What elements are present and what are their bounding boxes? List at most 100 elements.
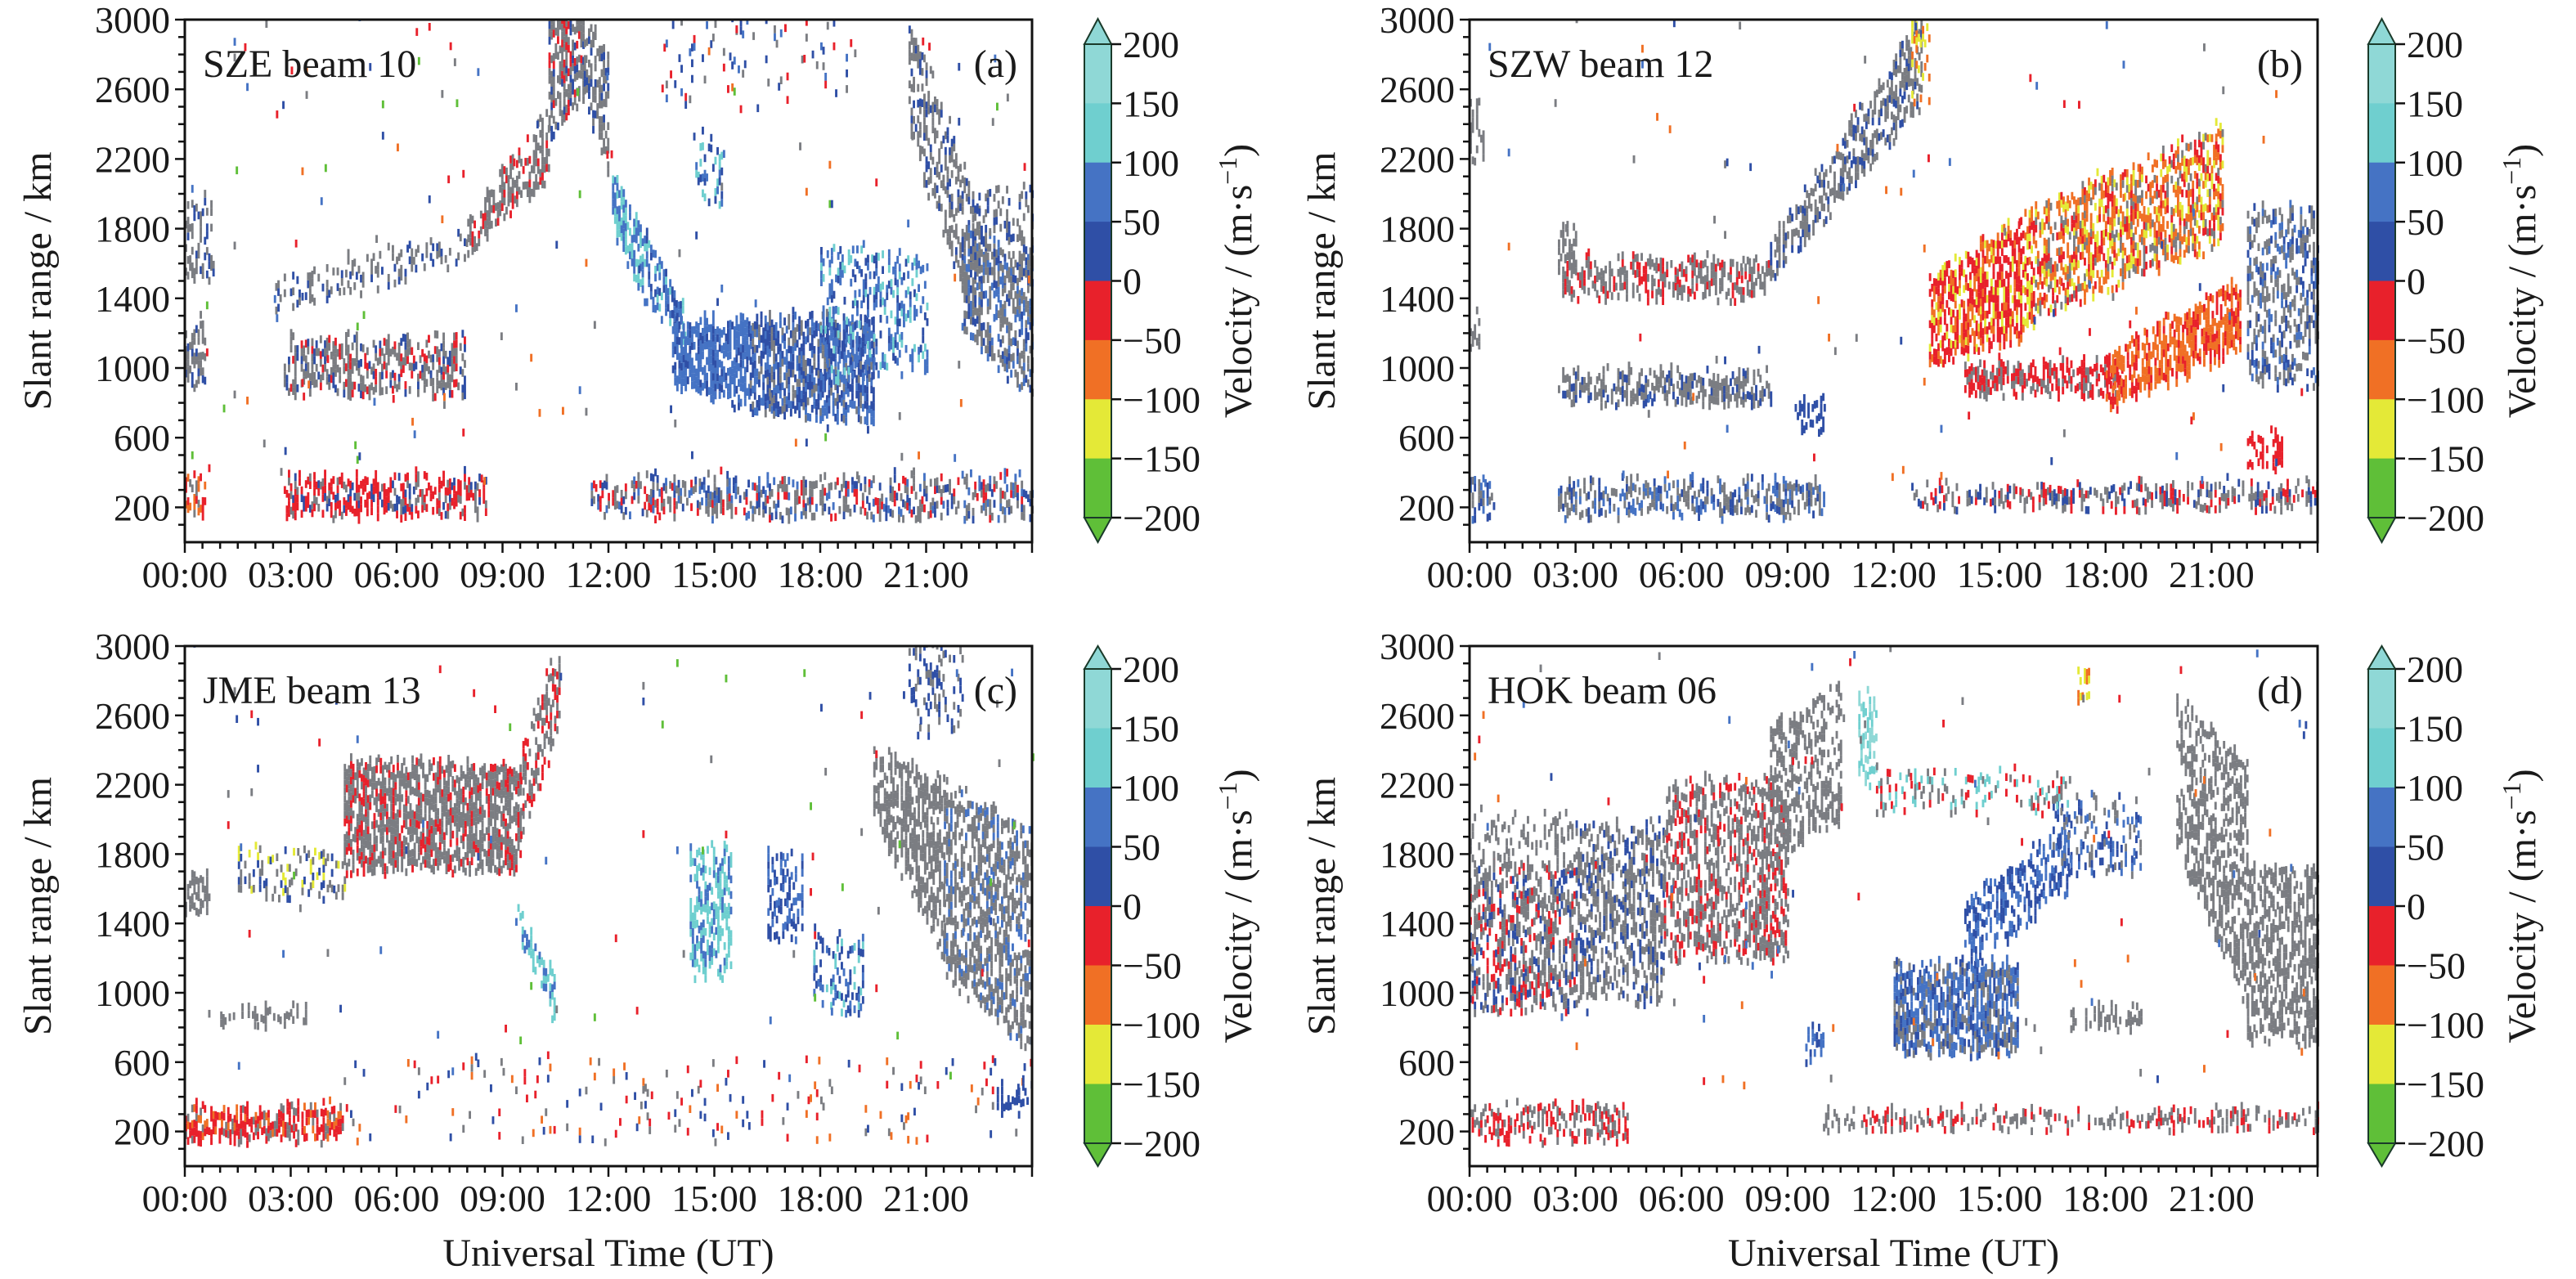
echo-cell (1695, 259, 1699, 267)
echo-cell (749, 325, 752, 334)
echo-cell (1016, 285, 1019, 294)
echo-cell (756, 376, 759, 384)
echo-cell (1666, 390, 1669, 398)
echo-cell (789, 369, 792, 378)
echo-cell (364, 352, 367, 361)
echo-cell (1687, 384, 1690, 393)
echo-cell (890, 279, 893, 287)
echo-cell (1018, 225, 1021, 233)
echo-cell (193, 267, 196, 276)
echo-cell (775, 39, 779, 48)
echo-cell (347, 478, 350, 487)
colorbar-bin (1084, 339, 1111, 400)
echo-cell (967, 240, 971, 249)
echo-cell (813, 401, 816, 409)
echo-cell (838, 394, 841, 403)
echo-cell (788, 337, 791, 346)
echo-cell (993, 267, 996, 275)
echo-cell (1646, 258, 1649, 267)
echo-cell (1723, 261, 1726, 270)
echo-cell (1600, 284, 1603, 292)
echo-cell (1587, 387, 1591, 396)
echo-cell (607, 168, 610, 177)
echo-cell (559, 92, 562, 101)
echo-cell (997, 349, 1000, 357)
echo-cell (985, 508, 988, 516)
echo-cell (695, 384, 698, 393)
echo-cell (336, 388, 339, 397)
colorbar-label-close: ) (1217, 144, 1260, 157)
echo-cell (1678, 509, 1681, 518)
echo-cell (965, 505, 968, 514)
echo-cell (841, 254, 844, 263)
echo-cell (339, 500, 342, 509)
echo-cell (693, 325, 696, 334)
echo-cell (308, 380, 312, 389)
echo-cell (1621, 259, 1624, 267)
echo-cell (541, 173, 544, 181)
echo-cell (1021, 382, 1024, 390)
echo-cell (1577, 272, 1580, 280)
echo-cell (834, 482, 837, 490)
echo-cell (873, 303, 876, 311)
echo-cell (528, 195, 532, 204)
echo-cell (528, 187, 532, 195)
echo-cell (603, 114, 605, 123)
echo-cell (345, 508, 348, 516)
echo-cell (870, 416, 873, 425)
echo-cell (1676, 268, 1680, 277)
echo-cell (972, 491, 975, 500)
echo-cell (1788, 512, 1792, 521)
echo-cell (894, 340, 897, 348)
echo-cell (821, 413, 824, 421)
echo-cell (1731, 387, 1735, 395)
echo-cell (343, 287, 346, 295)
echo-cell (824, 341, 828, 350)
y-tick-label: 600 (114, 417, 170, 459)
echo-cell (832, 20, 836, 27)
echo-cell (1558, 496, 1560, 505)
echo-cell (186, 375, 190, 383)
echo-cell (963, 161, 967, 170)
echo-cell (710, 370, 713, 379)
echo-cell (841, 375, 843, 383)
echo-cell (1714, 272, 1717, 280)
echo-cell (766, 361, 770, 370)
echo-cell (949, 233, 951, 242)
echo-cell (997, 263, 1000, 272)
echo-cell (637, 487, 640, 496)
echo-cell (957, 165, 960, 174)
echo-cell (1746, 505, 1749, 513)
echo-cell (722, 63, 725, 72)
echo-cell (283, 486, 286, 494)
echo-cell (620, 225, 623, 233)
echo-cell (965, 193, 968, 202)
echo-cell (1008, 198, 1011, 206)
echo-cell (963, 325, 967, 334)
echo-cell (1021, 269, 1024, 277)
echo-cell (1752, 393, 1756, 402)
echo-cell (1818, 508, 1821, 516)
echo-cell (922, 335, 925, 343)
echo-cell (697, 177, 700, 186)
echo-cell (563, 36, 566, 44)
echo-cell (711, 396, 715, 405)
echo-cell (982, 290, 985, 299)
echo-cell (600, 84, 604, 93)
echo-cell (1746, 489, 1749, 497)
echo-cell (678, 352, 681, 361)
echo-cell (953, 230, 956, 238)
echo-cell (622, 236, 626, 245)
echo-cell (552, 76, 555, 85)
echo-cell (1670, 495, 1673, 504)
echo-cell (703, 318, 707, 326)
echo-cell (702, 351, 704, 360)
echo-cell (412, 363, 415, 371)
echo-cell (588, 91, 590, 99)
echo-cell (313, 487, 316, 496)
echo-cell (415, 264, 418, 273)
echo-cell (332, 515, 335, 523)
echo-cell (573, 89, 577, 97)
echo-cell (1723, 386, 1726, 394)
echo-cell (993, 243, 996, 252)
